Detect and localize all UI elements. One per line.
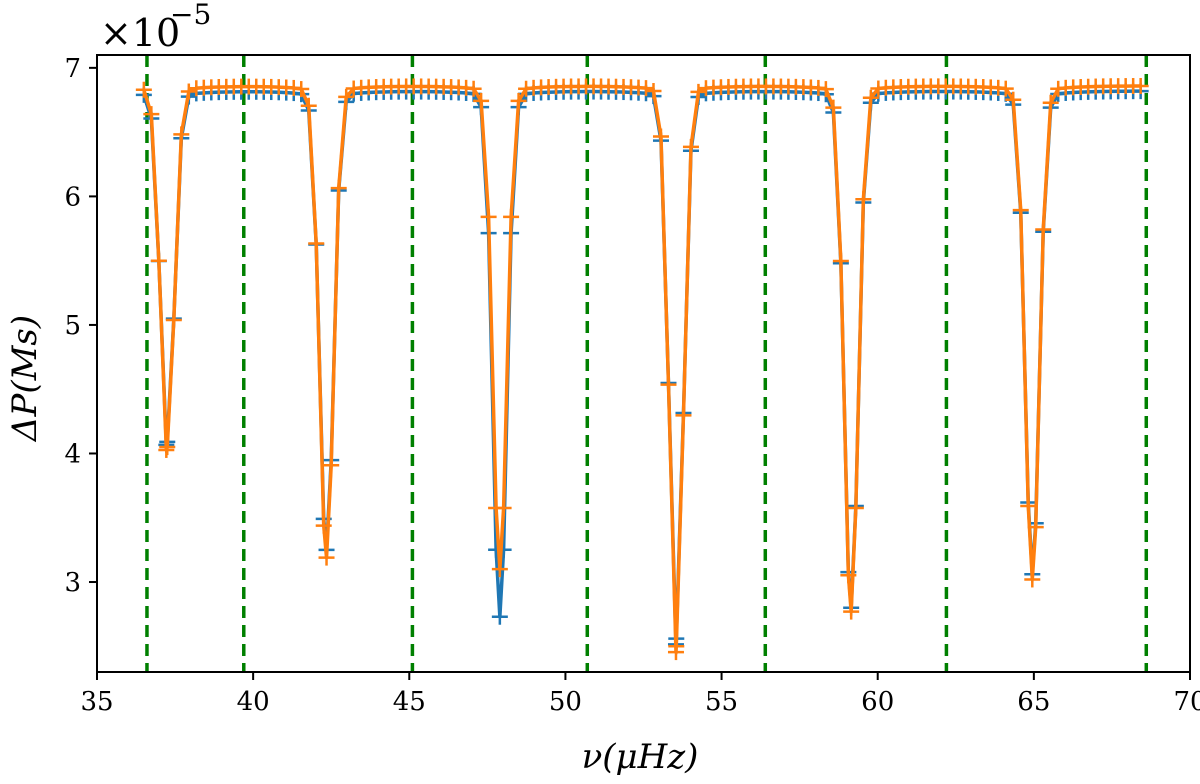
orange-point bbox=[675, 407, 692, 424]
orange-point bbox=[855, 191, 872, 208]
orange-point bbox=[682, 138, 699, 155]
orange-point bbox=[817, 81, 834, 98]
blue-line bbox=[142, 89, 1141, 647]
orange-point bbox=[652, 128, 669, 145]
orange-point bbox=[150, 252, 167, 269]
orange-point bbox=[465, 80, 482, 97]
orange-point bbox=[843, 603, 860, 620]
orange-line bbox=[142, 84, 1141, 654]
x-axis-label: ν(μHz) bbox=[582, 737, 699, 777]
blue-series bbox=[135, 83, 1149, 653]
y-scale-multiplier-base: ×10 bbox=[100, 11, 180, 55]
orange-point bbox=[510, 92, 527, 109]
orange-point bbox=[645, 83, 662, 100]
orange-point bbox=[315, 517, 332, 534]
x-tick-label: 60 bbox=[861, 687, 894, 717]
orange-point bbox=[832, 253, 849, 270]
orange-point bbox=[840, 567, 857, 584]
orange-point bbox=[180, 83, 197, 100]
orange-point bbox=[135, 81, 152, 98]
orange-point bbox=[159, 439, 176, 456]
orange-point bbox=[300, 97, 317, 114]
orange-point bbox=[318, 549, 335, 566]
orange-point bbox=[997, 80, 1014, 97]
orange-point bbox=[143, 106, 160, 123]
orange-point bbox=[690, 83, 707, 100]
orange-series bbox=[135, 77, 1149, 661]
x-tick-label: 40 bbox=[237, 687, 270, 717]
orange-point bbox=[293, 81, 310, 98]
orange-point bbox=[660, 376, 677, 393]
orange-point bbox=[480, 208, 497, 225]
x-tick-label: 70 bbox=[1173, 687, 1200, 717]
orange-point bbox=[495, 500, 512, 517]
orange-point bbox=[308, 235, 325, 252]
y-scale-multiplier: ×10 −5 bbox=[100, 0, 211, 55]
orange-point bbox=[1035, 221, 1052, 238]
orange-point bbox=[165, 311, 182, 328]
y-tick-label: 7 bbox=[64, 54, 81, 84]
y-scale-multiplier-exponent: −5 bbox=[170, 0, 211, 31]
y-tick-label: 5 bbox=[64, 311, 81, 341]
orange-point bbox=[862, 89, 879, 106]
x-tick-label: 55 bbox=[705, 687, 738, 717]
y-tick-label: 4 bbox=[64, 439, 81, 469]
orange-point bbox=[668, 638, 685, 655]
orange-point bbox=[1042, 94, 1059, 111]
orange-point bbox=[1005, 91, 1022, 108]
orange-point bbox=[491, 561, 508, 578]
orange-point bbox=[847, 500, 864, 517]
plot-frame bbox=[96, 54, 1191, 673]
x-tick-label: 50 bbox=[549, 687, 582, 717]
blue-point bbox=[491, 608, 508, 625]
y-tick-label: 3 bbox=[64, 568, 81, 598]
y-axis-label: ΔP(Ms) bbox=[5, 315, 45, 443]
orange-point bbox=[1024, 571, 1041, 588]
orange-point bbox=[825, 99, 842, 116]
orange-point bbox=[503, 208, 520, 225]
orange-point bbox=[173, 126, 190, 143]
x-tick-label: 65 bbox=[1017, 687, 1050, 717]
x-tick-label: 45 bbox=[393, 687, 426, 717]
orange-point bbox=[1132, 77, 1149, 94]
orange-point bbox=[637, 80, 654, 97]
orange-point bbox=[330, 180, 347, 197]
y-tick-label: 6 bbox=[64, 182, 81, 212]
orange-point bbox=[1027, 519, 1044, 536]
orange-point bbox=[323, 457, 340, 474]
orange-point bbox=[338, 88, 355, 105]
x-tick-label: 35 bbox=[80, 687, 113, 717]
orange-point bbox=[473, 92, 490, 109]
plot-area bbox=[135, 55, 1149, 672]
orange-point bbox=[1012, 202, 1029, 219]
orange-point bbox=[1020, 497, 1037, 514]
